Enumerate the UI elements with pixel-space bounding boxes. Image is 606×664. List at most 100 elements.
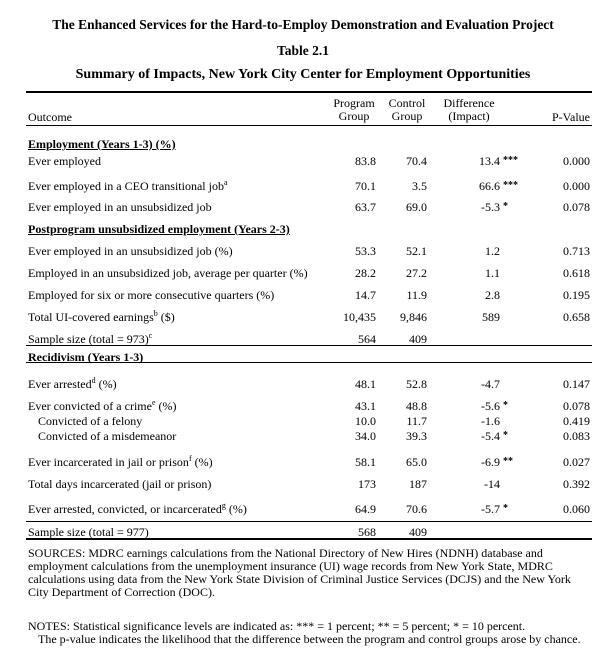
program-group-value: 53.3 (355, 244, 376, 258)
row-label: Convicted of a felony (38, 414, 143, 428)
difference-value: -4.7 (481, 377, 500, 391)
control-group-value: 52.1 (406, 244, 427, 258)
difference-value: 1.1 (485, 266, 500, 280)
section-header: Recidivism (Years 1-3) (0, 350, 606, 366)
control-group-value: 52.8 (406, 377, 427, 391)
sources-note: SOURCES: MDRC earnings calculations from… (28, 546, 571, 599)
program-group-value: 70.1 (355, 179, 376, 193)
p-value: 0.000 (563, 154, 590, 168)
p-value: 0.083 (563, 429, 590, 443)
p-value: 0.027 (563, 455, 590, 469)
row-label: Sample size (total = 973)c (28, 331, 153, 347)
row-label: Ever employed in an unsubsidized job (%) (28, 244, 233, 258)
difference-value: -5.3 (481, 200, 500, 214)
header-rule (26, 125, 592, 126)
program-group-value: 83.8 (355, 154, 376, 168)
sample-size-row: Sample size (total = 973)c 564 409 (0, 332, 606, 348)
sample-rule-1-top (26, 345, 592, 346)
row-label: Employed for six or more consecutive qua… (28, 288, 275, 302)
difference-value: -1.6 (481, 414, 500, 428)
program-group-value: 10.0 (355, 414, 376, 428)
program-group-value: 43.1 (355, 399, 376, 413)
difference-value: 1.2 (485, 244, 500, 258)
header-outcome: Outcome (28, 110, 72, 124)
section-header: Employment (Years 1-3) (%) (0, 137, 606, 153)
footnote-marker: f (188, 454, 192, 463)
difference-value: 589 (482, 310, 500, 324)
table-row: Employed in an unsubsidized job, average… (0, 266, 606, 282)
table-row: Ever employed in a CEO transitional joba… (0, 179, 606, 195)
p-value: 0.060 (563, 502, 590, 516)
p-value: 0.713 (563, 244, 590, 258)
significance-stars: *** (503, 155, 518, 166)
table-row: Ever convicted of a crimee (%) 43.1 48.8 -5… (0, 399, 606, 415)
row-label: Total UI-covered earningsb ($) (28, 309, 175, 325)
p-value: 0.078 (563, 399, 590, 413)
control-group-value: 11.9 (406, 288, 427, 302)
control-group-value: 11.7 (406, 414, 427, 428)
table-row: Total days incarcerated (jail or prison)… (0, 477, 606, 493)
significance-stars: * (503, 400, 508, 411)
control-group-value: 187 (409, 477, 427, 491)
table-row: Ever arrestedd (%) 48.1 52.8 -4.7 0.147 (0, 377, 606, 393)
section-title: Postprogram unsubsidized employment (Yea… (28, 222, 290, 236)
control-group-value: 70.4 (406, 154, 427, 168)
table-row: Ever arrested, convicted, or incarcerate… (0, 502, 606, 518)
sample-rule-1-bottom (26, 362, 592, 363)
table-row: Ever employed in an unsubsidized job (%)… (0, 244, 606, 260)
significance-note: NOTES: Statistical significance levels a… (28, 619, 526, 633)
table-row: Convicted of a felony 10.0 11.7 -1.6 0.419 (0, 414, 606, 430)
p-value-note: The p-value indicates the likelihood tha… (38, 632, 581, 646)
table-title: Summary of Impacts, New York City Center… (75, 67, 531, 82)
p-value: 0.618 (563, 266, 590, 280)
program-group-value: 28.2 (355, 266, 376, 280)
row-label: Employed in an unsubsidized job, average… (28, 266, 308, 280)
table-row: Convicted of a misdemeanor 34.0 39.3 -5.4 * 0… (0, 429, 606, 445)
row-label: Ever convicted of a crimee (%) (28, 398, 177, 414)
sample-size-row: Sample size (total = 977) 568 409 (0, 525, 606, 541)
program-group-value: 48.1 (355, 377, 376, 391)
row-label: Total days incarcerated (jail or prison) (28, 477, 212, 491)
bottom-rule (26, 538, 592, 540)
difference-value: -5.7 (481, 502, 500, 516)
control-group-value: 70.6 (406, 502, 427, 516)
control-group-value: 3.5 (412, 179, 427, 193)
section-title: Recidivism (Years 1-3) (28, 350, 144, 364)
section-title: Employment (Years 1-3) (%) (28, 137, 176, 151)
table-number: Table 2.1 (276, 43, 330, 58)
significance-stars: ** (503, 456, 513, 467)
program-group-value: 10,435 (343, 310, 376, 324)
top-rule (26, 91, 592, 93)
row-label: Sample size (total = 977) (28, 525, 149, 539)
sample-rule-2-top (26, 521, 592, 522)
control-group-value: 27.2 (406, 266, 427, 280)
header-difference: Difference (Impact) (443, 96, 495, 123)
footnote-marker: d (91, 376, 96, 385)
row-label: Ever employed (28, 154, 101, 168)
program-group-value: 14.7 (355, 288, 376, 302)
significance-stars: * (503, 201, 508, 212)
program-group-value: 34.0 (355, 429, 376, 443)
p-value: 0.147 (563, 377, 590, 391)
significance-stars: * (503, 503, 508, 514)
control-group-value: 48.8 (406, 399, 427, 413)
p-value: 0.078 (563, 200, 590, 214)
row-label: Ever employed in a CEO transitional joba (28, 178, 228, 194)
section-header: Postprogram unsubsidized employment (Yea… (0, 222, 606, 238)
difference-value: -5.6 (481, 399, 500, 413)
header-program-group: Program Group (333, 96, 375, 123)
program-group-value: 64.9 (355, 502, 376, 516)
header-control-group: Control Group (388, 96, 426, 123)
program-group-value: 564 (358, 332, 376, 346)
control-group-value: 39.3 (406, 429, 427, 443)
program-group-value: 63.7 (355, 200, 376, 214)
control-group-value: 9,846 (400, 310, 427, 324)
row-label: Ever incarcerated in jail or prisonf (%) (28, 454, 213, 470)
p-value: 0.658 (563, 310, 590, 324)
footnote-marker: g (221, 501, 226, 510)
significance-stars: * (503, 430, 508, 441)
table-row: Ever employed 83.8 70.4 13.4 *** 0.000 (0, 154, 606, 170)
table-row: Employed for six or more consecutive qua… (0, 288, 606, 304)
control-group-value: 409 (409, 525, 427, 539)
